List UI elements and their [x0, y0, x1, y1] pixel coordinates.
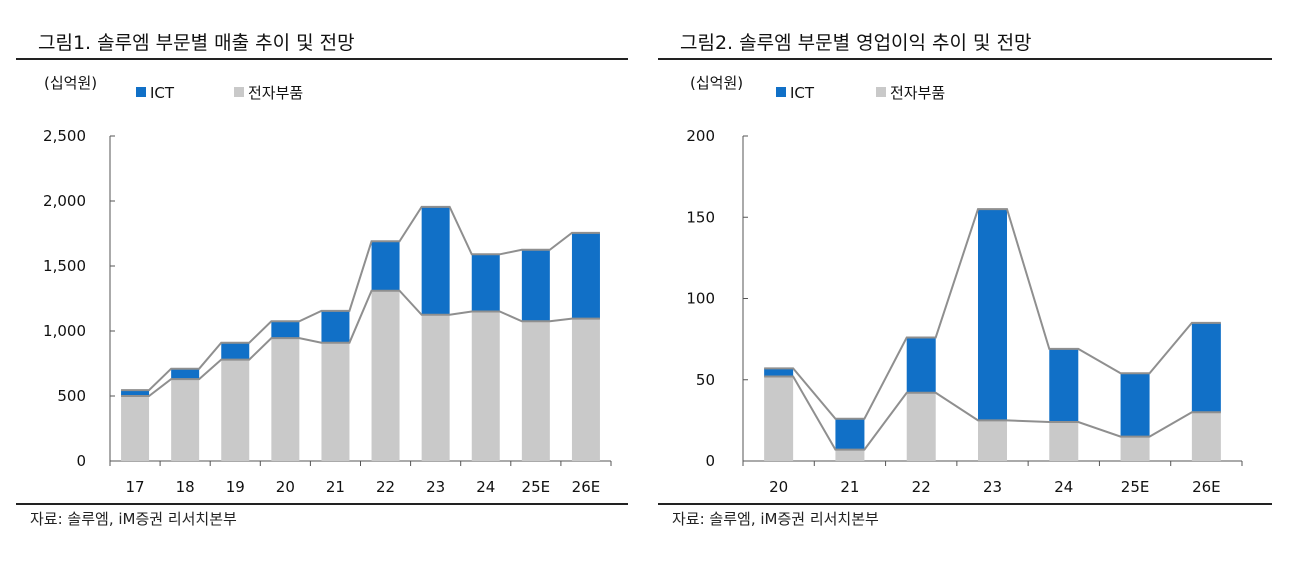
bar-components [571, 318, 600, 461]
legend-label-ict: ICT [150, 84, 175, 102]
bar-ict [1191, 322, 1221, 413]
bar-ict [521, 249, 550, 322]
y-tick-label: 1,500 [43, 257, 86, 275]
y-tick-label: 100 [686, 290, 715, 308]
bar-components [835, 449, 865, 461]
bar-components [121, 396, 150, 461]
x-tick-label: 26E [1192, 478, 1221, 496]
bar-ict [571, 232, 600, 319]
bar-ict [271, 321, 300, 339]
x-tick-label: 20 [276, 478, 295, 496]
source-note: 자료: 솔루엠, iM증권 리서치본부 [672, 510, 879, 528]
x-tick-label: 20 [769, 478, 788, 496]
x-tick-label: 25E [1121, 478, 1150, 496]
bar-ict [221, 342, 250, 360]
source-note: 자료: 솔루엠, iM증권 리서치본부 [30, 510, 237, 528]
bar-ict [1049, 348, 1079, 422]
bar-components [371, 290, 400, 461]
operating-profit-chart: (십억원) ICT 전자부품 0 50 100 150 200 20 21 22 23 24 25E 26E [686, 74, 1243, 496]
y-tick-label: 2,000 [43, 192, 86, 210]
y-tick-label: 2,500 [43, 127, 86, 145]
title-divider [16, 58, 628, 60]
legend-swatch-ict [776, 87, 786, 97]
x-tick-label: 21 [326, 478, 345, 496]
x-tick-label: 18 [176, 478, 195, 496]
x-tick-label: 25E [522, 478, 551, 496]
chart-title: 그림2. 솔루엠 부문별 영업이익 추이 및 전망 [680, 32, 1032, 54]
source-divider [658, 503, 1272, 505]
chart-panel-operating-profit: 그림2. 솔루엠 부문별 영업이익 추이 및 전망 (십억원) ICT 전자부품 0 5… [658, 0, 1272, 582]
bar-components [271, 338, 300, 461]
x-tick-label: 24 [476, 478, 495, 496]
y-tick-label: 200 [686, 127, 715, 145]
bar-ict [371, 241, 400, 291]
y-tick-label: 50 [696, 371, 715, 389]
bar-ict [171, 368, 200, 380]
bar-ict [121, 390, 150, 396]
bar-components [521, 321, 550, 461]
y-tick-label: 500 [57, 387, 86, 405]
components-connector-line [764, 375, 1221, 451]
legend-swatch-ict [136, 87, 146, 97]
legend-label-components: 전자부품 [890, 84, 945, 102]
bar-components [1191, 412, 1221, 461]
bar-ict [1120, 373, 1150, 437]
y-tick-label: 0 [76, 452, 86, 470]
bar-ict [471, 254, 500, 312]
bar-components [471, 311, 500, 461]
x-tick-label: 19 [226, 478, 245, 496]
x-tick-label: 22 [912, 478, 931, 496]
y-tick-label: 1,000 [43, 322, 86, 340]
x-tick-label: 24 [1054, 478, 1073, 496]
source-divider [16, 503, 628, 505]
unit-label: (십억원) [690, 74, 743, 92]
y-tick-label: 150 [686, 208, 715, 226]
bar-ict [764, 368, 794, 377]
x-tick-label: 22 [376, 478, 395, 496]
bar-components [1120, 436, 1150, 461]
legend-label-components: 전자부품 [248, 84, 303, 102]
bar-ict [978, 209, 1007, 421]
total-connector-line [764, 208, 1221, 420]
bar-ict [906, 337, 936, 393]
x-tick-label: 21 [840, 478, 859, 496]
legend-swatch-components [876, 87, 886, 97]
unit-label: (십억원) [44, 74, 97, 92]
bar-ict [321, 310, 350, 343]
components-connector-line [121, 289, 600, 397]
chart-panel-sales: 그림1. 솔루엠 부문별 매출 추이 및 전망 (십억원) ICT 전자부품 0 500… [16, 0, 628, 582]
bar-components [171, 379, 200, 461]
bar-ict [835, 418, 865, 450]
chart-title: 그림1. 솔루엠 부문별 매출 추이 및 전망 [38, 32, 355, 54]
bar-components [221, 359, 250, 461]
x-tick-label: 26E [572, 478, 601, 496]
title-divider [658, 58, 1272, 60]
bar-components [421, 314, 450, 461]
x-tick-label: 23 [983, 478, 1002, 496]
x-tick-label: 17 [126, 478, 145, 496]
bar-components [906, 392, 936, 461]
bar-components [764, 376, 794, 461]
sales-chart: (십억원) ICT 전자부품 0 500 1,000 1,500 2,000 2,500 17 18… [43, 74, 612, 496]
legend-label-ict: ICT [790, 84, 815, 102]
bar-components [1049, 422, 1079, 461]
y-tick-label: 0 [705, 452, 715, 470]
bar-components [321, 342, 350, 461]
bar-components [978, 420, 1007, 461]
x-tick-label: 23 [426, 478, 445, 496]
bar-ict [421, 206, 450, 315]
total-connector-line [121, 205, 600, 392]
legend-swatch-components [234, 87, 244, 97]
